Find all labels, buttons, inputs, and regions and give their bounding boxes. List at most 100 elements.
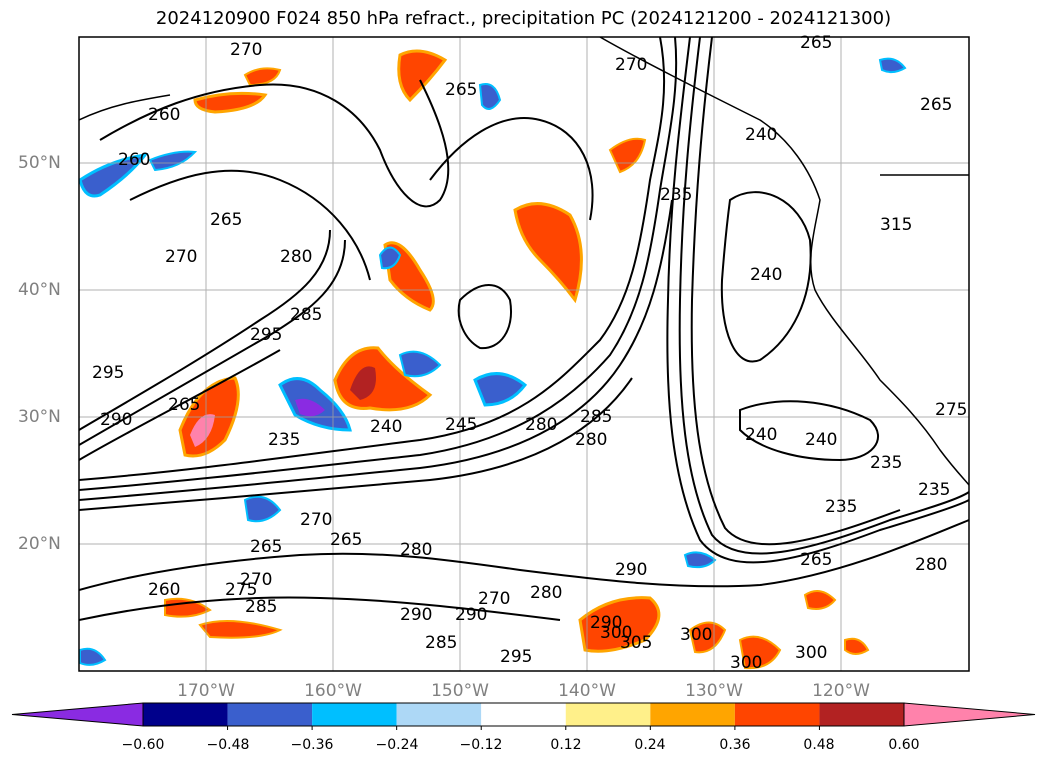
colorbar-segment	[396, 703, 482, 726]
contour-label: 290	[455, 605, 487, 625]
contour-label: 280	[280, 247, 312, 267]
precip-blob	[295, 398, 325, 417]
contour-label: 285	[425, 633, 457, 653]
contour-label: 245	[445, 415, 477, 435]
map-plot-area	[79, 37, 969, 671]
precip-blob	[190, 414, 215, 447]
precip-blob	[803, 590, 837, 610]
precip-blob	[148, 150, 198, 172]
contour-label: 235	[918, 480, 950, 500]
contour-label: 240	[745, 125, 777, 145]
contour-label: 290	[615, 560, 647, 580]
contour-label: 265	[330, 530, 362, 550]
contour-label: 270	[478, 589, 510, 609]
contour-label: 275	[935, 400, 967, 420]
colorbar-segment	[227, 703, 313, 726]
coastline	[79, 37, 969, 486]
precip-blob	[193, 91, 268, 114]
colorbar-extend-low	[11, 702, 144, 727]
precip-blob	[378, 246, 402, 270]
lon-label-170w: 170°W	[177, 681, 235, 701]
colorbar	[11, 702, 1036, 730]
refractivity-contours	[79, 37, 969, 621]
precip-blob	[350, 366, 376, 400]
contour-label: 240	[745, 425, 777, 445]
contour-label: 285	[580, 407, 612, 427]
precip-blob	[473, 372, 528, 407]
contour-label: 300	[730, 653, 762, 673]
map-background	[79, 37, 969, 671]
contour-label: 265	[445, 80, 477, 100]
contour-label: 300	[680, 625, 712, 645]
contour-label: 270	[230, 40, 262, 60]
contour-label: 265	[168, 395, 200, 415]
contour-label: 240	[370, 417, 402, 437]
precip-blob	[198, 620, 283, 639]
lat-label-30n: 30°N	[18, 407, 61, 427]
precip-blob	[513, 202, 583, 304]
contour-label: 305	[620, 633, 652, 653]
precip-blob	[79, 153, 149, 198]
contour-label: 270	[615, 55, 647, 75]
contour-label: 280	[530, 583, 562, 603]
lon-label-140w: 140°W	[558, 681, 616, 701]
colorbar-tick: 0.12	[550, 737, 582, 753]
contour-label: 260	[148, 105, 180, 125]
colorbar-tick: 0.24	[634, 737, 666, 753]
contour-label: 265	[250, 537, 282, 557]
contour-label: 300	[600, 623, 632, 643]
colorbar-segment	[734, 703, 820, 726]
contour-label: 235	[268, 430, 300, 450]
colorbar-segment	[819, 703, 904, 726]
lon-label-160w: 160°W	[304, 681, 362, 701]
contour-label: 235	[870, 453, 902, 473]
colorbar-frame	[142, 702, 905, 727]
contour-label: 280	[915, 555, 947, 575]
precip-blob	[878, 57, 907, 74]
colorbar-segment	[650, 703, 735, 726]
contour-label: 260	[118, 150, 150, 170]
contour-label: 280	[525, 415, 557, 435]
precip-blob	[398, 350, 442, 378]
contour-label: 285	[290, 305, 322, 325]
colorbar-tick: 0.60	[888, 737, 920, 753]
contour-label: 270	[240, 570, 272, 590]
contour-label: 290	[400, 605, 432, 625]
contour-label: 260	[148, 580, 180, 600]
precip-blob	[397, 49, 448, 103]
colorbar-segment	[312, 703, 397, 726]
lat-label-20n: 20°N	[18, 534, 61, 554]
contour-label: 275	[225, 580, 257, 600]
precip-blob	[608, 137, 647, 174]
contour-label: 265	[800, 550, 832, 570]
contour-label: 240	[750, 265, 782, 285]
colorbar-tick: 0.36	[719, 737, 751, 753]
contour-label: 300	[795, 643, 827, 663]
precip-blob	[79, 647, 107, 666]
precip-blob	[738, 635, 782, 670]
map-title: 2024120900 F024 850 hPa refract., precip…	[155, 8, 892, 29]
colorbar-tick: −0.48	[206, 737, 250, 753]
map-frame	[78, 36, 970, 672]
contour-label: 290	[590, 613, 622, 633]
colorbar-tick: −0.36	[290, 737, 334, 753]
contour-label: 265	[800, 33, 832, 53]
contour-label: 285	[245, 597, 277, 617]
contour-label: 240	[805, 430, 837, 450]
contour-label: 235	[825, 497, 857, 517]
precip-blob	[243, 495, 282, 523]
contour-label: 280	[400, 540, 432, 560]
contour-label: 280	[575, 430, 607, 450]
colorbar-tick: −0.24	[375, 737, 419, 753]
precip-shading	[79, 49, 907, 670]
precip-blob	[578, 596, 661, 653]
contour-label: 315	[880, 215, 912, 235]
lon-label-130w: 130°W	[685, 681, 743, 701]
contour-label: 265	[210, 210, 242, 230]
precip-blob	[844, 637, 870, 655]
colorbar-segment	[565, 703, 651, 726]
contour-label: 270	[165, 247, 197, 267]
contour-label: 270	[300, 510, 332, 530]
